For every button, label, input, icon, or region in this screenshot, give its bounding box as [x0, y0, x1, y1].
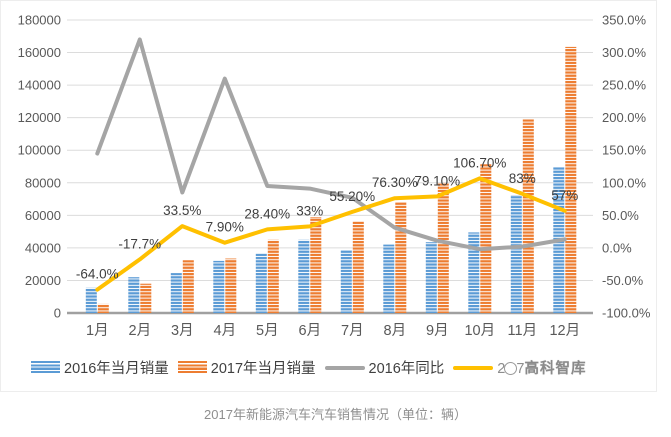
- svg-text:120000: 120000: [18, 110, 61, 125]
- line-series-0: [95, 37, 567, 252]
- svg-text:9月: 9月: [426, 323, 449, 339]
- legend-label: 2016年当月销量: [64, 361, 169, 377]
- legend-item-2017-sales: 2017年当月销量: [177, 357, 316, 378]
- svg-text:140000: 140000: [18, 78, 61, 93]
- svg-text:57%: 57%: [551, 188, 578, 203]
- svg-text:50.0%: 50.0%: [602, 208, 639, 223]
- svg-text:11月: 11月: [508, 323, 538, 339]
- legend-item-2016-yoy: 2016年同比: [324, 357, 445, 378]
- svg-text:300.0%: 300.0%: [602, 45, 647, 60]
- chart-image: 180000 160000 140000 120000 100000 80000 60000…: [0, 0, 657, 392]
- watermark-logo-circle-icon: [504, 362, 518, 375]
- svg-text:33%: 33%: [296, 203, 323, 218]
- svg-text:3月: 3月: [171, 323, 194, 339]
- svg-text:79.10%: 79.10%: [414, 173, 460, 188]
- chart-legend: 2016年当月销量 2017年当月销量 2016年同比 2 7高科智库: [31, 357, 586, 378]
- svg-text:80000: 80000: [25, 175, 61, 190]
- right-axis-tick-labels: 350.0% 300.0% 250.0% 200.0% 150.0% 100.0% 50.0…: [602, 13, 651, 321]
- watermark-text-pre: 2: [497, 361, 506, 377]
- chart-svg: 180000 160000 140000 120000 100000 80000 60000…: [18, 13, 651, 340]
- line-swatch-icon: [453, 365, 494, 370]
- svg-text:7月: 7月: [341, 323, 364, 339]
- svg-text:180000: 180000: [18, 13, 61, 28]
- svg-text:-64.0%: -64.0%: [76, 267, 119, 282]
- svg-text:100000: 100000: [18, 143, 61, 158]
- svg-text:250.0%: 250.0%: [602, 78, 647, 93]
- svg-text:12月: 12月: [549, 323, 580, 339]
- svg-text:-17.7%: -17.7%: [118, 236, 161, 251]
- svg-text:5月: 5月: [256, 323, 279, 339]
- watermark-brand: 高科智库: [524, 361, 587, 377]
- chart-caption: 2017年新能源汽车汽车销售情况（单位：辆）: [204, 407, 467, 422]
- bar-series-1: [97, 46, 577, 314]
- svg-text:76.30%: 76.30%: [372, 175, 418, 190]
- svg-text:-50.0%: -50.0%: [602, 273, 644, 288]
- x-axis-labels: 1月 2月 3月 4月 5月 6月 7月 8月 9月 10月 11月 12月: [86, 323, 580, 339]
- svg-text:33.5%: 33.5%: [163, 203, 201, 218]
- svg-text:40000: 40000: [25, 240, 61, 255]
- svg-text:83%: 83%: [509, 171, 536, 186]
- svg-text:350.0%: 350.0%: [602, 13, 647, 28]
- svg-text:6月: 6月: [299, 323, 322, 339]
- svg-text:55.20%: 55.20%: [329, 189, 375, 204]
- svg-text:106.70%: 106.70%: [453, 155, 506, 170]
- svg-text:60000: 60000: [25, 208, 61, 223]
- svg-text:150.0%: 150.0%: [602, 143, 647, 158]
- legend-label: 2016年同比: [368, 361, 445, 377]
- svg-text:2月: 2月: [129, 323, 152, 339]
- svg-text:4月: 4月: [214, 323, 237, 339]
- watermark-text-post: 7: [516, 361, 525, 377]
- svg-text:28.40%: 28.40%: [244, 206, 290, 221]
- svg-text:0.0%: 0.0%: [602, 240, 632, 255]
- legend-item-2016-sales: 2016年当月销量: [31, 357, 169, 378]
- left-axis-tick-labels: 180000 160000 140000 120000 100000 80000 60000…: [18, 13, 61, 321]
- legend-label: 2017年当月销量: [210, 361, 316, 377]
- svg-text:200.0%: 200.0%: [602, 110, 647, 125]
- line-swatch-icon: [324, 365, 365, 370]
- svg-text:7.90%: 7.90%: [206, 220, 244, 235]
- svg-text:8月: 8月: [384, 323, 407, 339]
- svg-text:1月: 1月: [86, 323, 109, 339]
- svg-text:100.0%: 100.0%: [602, 175, 647, 190]
- data-labels: -64.0% -17.7% 33.5% 7.90%28.40% 33% 55.20%76.…: [76, 155, 578, 281]
- legend-item-2017-yoy-watermarked: 2 7高科智库: [453, 357, 586, 378]
- bar-swatch-icon: [31, 361, 60, 374]
- gridlines: [67, 19, 593, 315]
- legend-label-obscured: 2 7高科智库: [497, 357, 586, 378]
- line-series-1: [95, 176, 567, 292]
- svg-text:20000: 20000: [25, 273, 61, 288]
- svg-text:160000: 160000: [18, 45, 61, 60]
- bar-swatch-icon: [177, 361, 207, 374]
- svg-text:10月: 10月: [464, 323, 495, 339]
- svg-text:-100.0%: -100.0%: [602, 306, 651, 321]
- svg-text:0: 0: [54, 306, 61, 321]
